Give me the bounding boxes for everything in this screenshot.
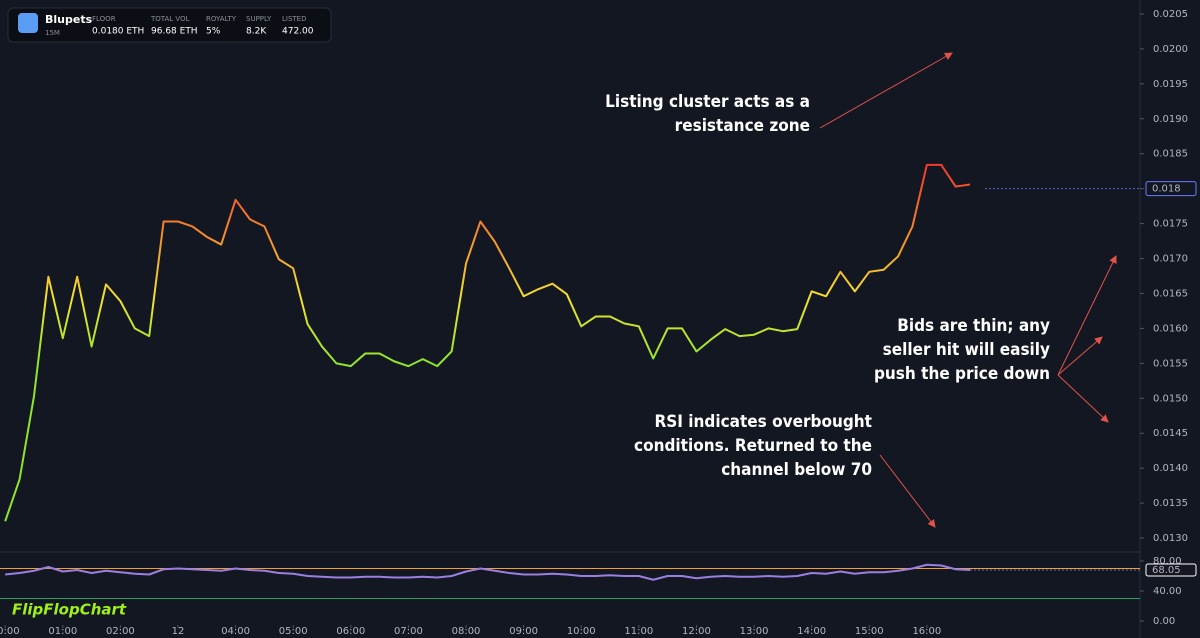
x-tick-label: 15:00 [855, 626, 884, 637]
y-tick-label: 0.0150 [1153, 393, 1188, 404]
x-tick-label: 12 [172, 626, 185, 637]
y-tick-label: 0.0135 [1153, 498, 1188, 509]
x-tick-label: 13:00 [740, 626, 769, 637]
last-price-label: 0.018 [1152, 184, 1181, 195]
x-tick-label: 11:00 [624, 626, 653, 637]
arrow [819, 52, 953, 129]
logo: FlipFlopChart [12, 601, 127, 619]
header-box [7, 7, 332, 43]
x-tick-label: 10:00 [567, 626, 596, 637]
y-tick-label: 0.0155 [1153, 358, 1188, 369]
y-tick-label: 0.0165 [1153, 288, 1188, 299]
y-tick-label: 0.0175 [1153, 219, 1188, 230]
x-tick-label: 09:00 [509, 626, 538, 637]
stat-value: 0.0180 ETH [92, 27, 144, 37]
x-tick-label: 01:00 [48, 626, 77, 637]
arrow [1057, 336, 1103, 376]
stat-label: TOTAL VOL [150, 15, 190, 23]
stat-label: SUPPLY [246, 15, 272, 23]
rsi-last-label: 68.05 [1152, 565, 1181, 576]
x-tick-label: 05:00 [279, 626, 308, 637]
header: Blupets 15M [7, 7, 332, 43]
annotation: resistance zone [675, 116, 810, 136]
x-tick-label: 12:00 [682, 626, 711, 637]
rsi-tick-label: 80.00 [1153, 556, 1182, 567]
stat-value: 8.2K [246, 27, 267, 37]
annotation: RSI indicates overbought [654, 412, 872, 432]
y-tick-label: 0.0200 [1153, 44, 1188, 55]
rsi-tick-label: 40.00 [1153, 586, 1182, 597]
x-tick-label: 02:00 [106, 626, 135, 637]
stat-label: LISTED [282, 15, 307, 23]
logo-icon [18, 13, 38, 33]
annotation: channel below 70 [721, 460, 872, 480]
x-tick-label: 07:00 [394, 626, 423, 637]
stat-value: 96.68 ETH [151, 27, 198, 37]
y-tick-label: 0.0185 [1153, 149, 1188, 160]
rsi-last-box [1145, 563, 1197, 577]
y-tick-label: 0.0145 [1153, 428, 1188, 439]
stat-label: FLOOR [92, 15, 116, 23]
x-tick-label: 14:00 [797, 626, 826, 637]
x-tick-label: 06:00 [336, 626, 365, 637]
price-line [4, 163, 971, 522]
arrow [1057, 255, 1117, 376]
annotation: push the price down [874, 364, 1050, 384]
stat-label: ROYALTY [206, 15, 237, 23]
y-tick-label: 0.0160 [1153, 323, 1188, 334]
annotation: seller hit will easily [883, 340, 1050, 360]
x-tick-label: 04:00 [221, 626, 250, 637]
y-tick-label: 0.0170 [1153, 254, 1188, 265]
stat-value: 5% [206, 27, 221, 37]
rsi-tick-label: 0.00 [1153, 616, 1175, 627]
stat-value: 472.00 [282, 27, 314, 37]
x-tick-label: 08:00 [452, 626, 481, 637]
annotation: Listing cluster acts as a [605, 92, 810, 112]
y-tick-label: 0.0140 [1153, 463, 1188, 474]
y-tick-label: 0.0130 [1153, 533, 1188, 544]
y-tick-label: 0.0205 [1153, 9, 1188, 20]
rsi-line [5, 563, 971, 581]
collection-name: Blupets [45, 13, 93, 26]
y-tick-label: 0.0195 [1153, 79, 1188, 90]
annotation: conditions. Returned to the [634, 436, 872, 456]
arrow [879, 454, 936, 528]
x-tick-label: 00:00 [0, 626, 20, 637]
annotation: Bids are thin; any [897, 316, 1050, 336]
arrow [1057, 374, 1109, 423]
y-tick-label: 0.0190 [1153, 114, 1188, 125]
last-price-box [1145, 181, 1197, 197]
interval: 15M [45, 29, 60, 37]
annotations [819, 52, 1117, 528]
x-tick-label: 16:00 [912, 626, 941, 637]
